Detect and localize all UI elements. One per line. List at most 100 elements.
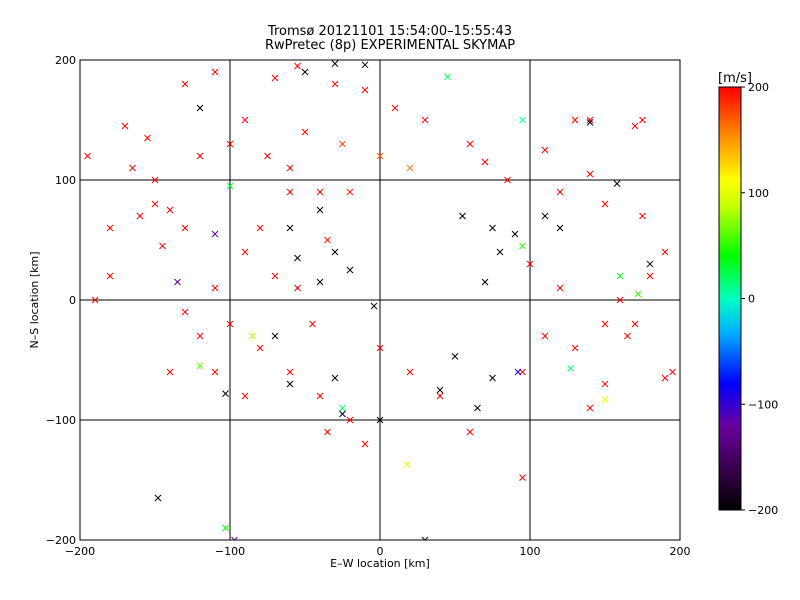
data-point-cross [331,248,339,256]
data-point-cross [324,428,331,436]
data-point-cross [466,140,474,148]
data-point-cross [519,116,526,124]
data-point-cross [556,224,564,232]
data-point-cross [174,278,181,286]
data-point-cross [376,416,384,424]
data-point-cross [511,230,519,238]
data-point-cross [301,128,309,136]
data-point-cross [121,122,129,130]
y-axis-label: N–S location [km] [28,251,41,348]
data-point-cross [241,392,249,400]
colorbar-tick-label: −100 [748,398,778,411]
data-point-cross [459,212,466,220]
data-point-cross [316,188,324,196]
data-point-cross [222,390,229,397]
data-point-cross [646,272,654,280]
data-point-cross [196,152,204,160]
data-point-cross [226,182,234,190]
data-point-cross [241,248,249,256]
data-point-cross [91,296,99,304]
data-point-cross [376,344,384,352]
data-point-cross [489,374,496,382]
data-point-cross [361,86,369,94]
data-point-cross [556,284,564,292]
x-tick-label: 0 [377,545,384,558]
data-point-cross [222,524,229,532]
data-point-cross [519,474,526,481]
data-point-cross [586,116,594,124]
colorbar-tick-label: 100 [748,187,769,200]
data-point-cross [481,278,489,286]
colorbar [718,86,742,511]
data-point-cross [264,152,271,160]
data-point-cross [489,224,496,232]
data-point-cross [196,332,204,340]
data-point-cross [151,200,159,208]
data-point-cross [421,536,429,540]
data-point-cross [474,404,481,412]
x-tick-label: 200 [670,545,691,558]
data-point-cross [504,176,511,184]
data-point-cross [256,344,264,352]
data-point-cross [286,224,294,232]
data-point-cross [571,344,579,352]
data-point-cross [661,248,669,256]
data-points [84,60,676,540]
data-point-cross [211,68,219,76]
data-point-cross [316,392,324,400]
data-point-cross [211,230,219,238]
data-point-cross [181,224,189,232]
data-point-cross [136,212,144,220]
data-point-cross [331,374,339,382]
data-point-cross [301,68,309,76]
data-point-cross [451,353,459,360]
data-point-cross [231,536,238,540]
y-tick-label: −200 [46,534,76,547]
data-point-cross [631,122,639,130]
data-point-cross [106,272,114,280]
y-tick-label: −100 [46,414,76,427]
data-point-cross [256,224,264,232]
data-point-cross [421,116,429,124]
data-point-cross [271,332,279,340]
data-point-cross [571,116,579,124]
data-point-cross [181,80,189,88]
data-point-cross [346,188,354,196]
x-tick-label: −100 [215,545,245,558]
data-point-cross [309,320,316,328]
data-point-cross [586,404,594,412]
x-axis-label: E–W location [km] [330,557,430,570]
data-point-cross [106,224,114,232]
data-point-cross [144,134,151,142]
data-point-cross [403,461,411,468]
data-point-cross [339,404,346,412]
data-point-cross [370,302,378,310]
chart-subtitle: RwPretec (8p) EXPERIMENTAL SKYMAP [265,38,515,53]
data-point-cross [624,332,631,340]
y-tick-label: 0 [69,294,76,307]
data-point-cross [361,440,369,448]
data-point-cross [361,61,369,69]
data-point-cross [346,416,354,424]
y-tick-labels: −200 −100 0 100 200 [46,54,76,547]
data-point-cross [514,368,522,376]
data-point-cross [286,380,294,388]
data-point-cross [226,320,234,328]
data-point-cross [601,380,609,388]
plot-frame [79,59,681,541]
data-point-cross [481,158,489,166]
data-point-cross [294,254,301,262]
data-point-cross [271,74,279,82]
x-tick-labels: −200 −100 0 100 200 [65,545,691,558]
colorbar-tick-label: 200 [748,81,769,94]
data-point-cross [391,104,399,112]
data-point-cross [166,368,174,376]
y-tick-label: 100 [55,174,76,187]
data-point-cross [226,140,234,148]
data-point-cross [181,308,189,316]
data-point-cross [586,119,594,126]
data-point-cross [286,164,294,172]
data-point-cross [166,206,174,214]
data-point-cross [406,164,414,172]
